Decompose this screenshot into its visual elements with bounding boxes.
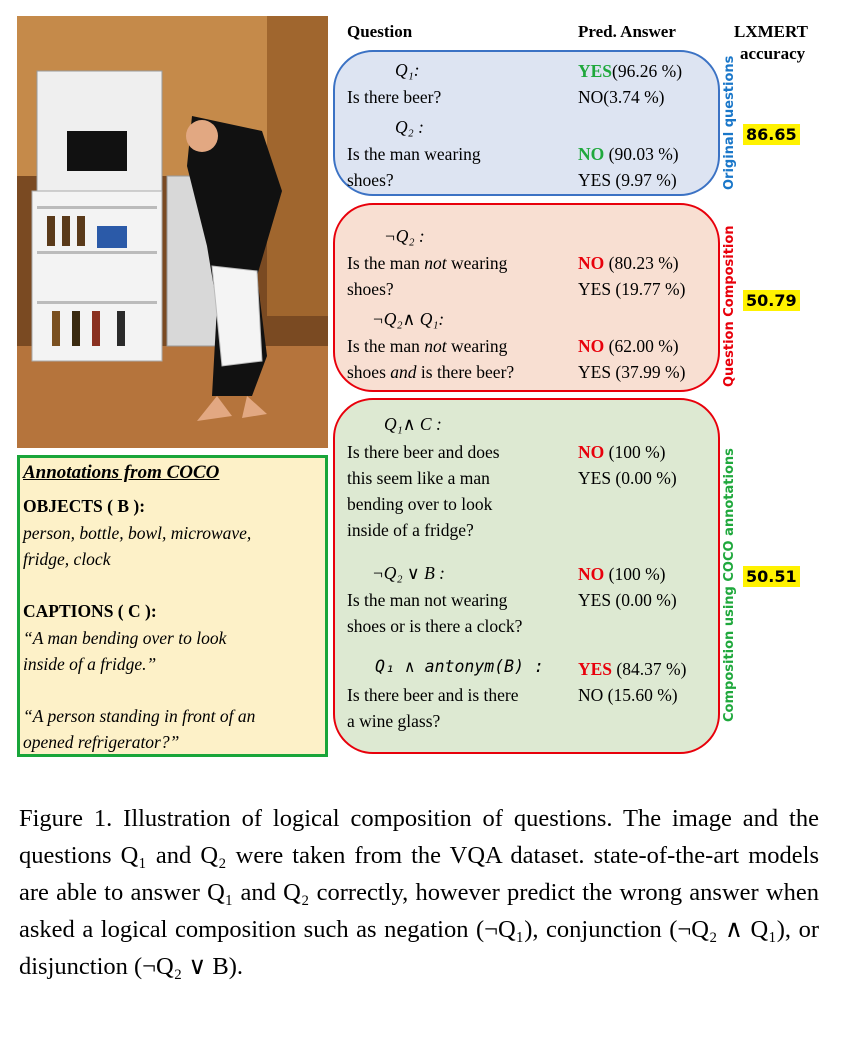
pred-answer-column-header: Pred. Answer	[578, 22, 676, 41]
neg-q2-or-b-answer-1-pct: (100 %)	[604, 564, 666, 584]
neg-q2-symbol: ¬Q₂ :	[384, 226, 425, 246]
neg-q2-and-q1-answer-1: NO (62.00 %)	[578, 333, 679, 359]
q1-and-c-line2: this seem like a man	[347, 468, 490, 488]
q1-and-c-symbol: Q₁∧ C :	[384, 414, 442, 434]
q1-and-c-answer-2: YES (0.00 %)	[578, 468, 677, 488]
neg-q2-and-q1-symbol: ¬Q₂∧ Q₁:	[372, 309, 445, 329]
lxmert-header: LXMERT	[734, 22, 809, 41]
q1-answer-1-word: YES	[578, 61, 613, 81]
captions-label: CAPTIONS ( C ):	[23, 601, 157, 621]
q1-answer-2: NO(3.74 %)	[578, 87, 665, 107]
q1-and-antonym-answer-1: YES (84.37 %)	[578, 656, 686, 682]
neg-q2-text-a: Is the man	[347, 253, 425, 273]
coco-accuracy: 50.51	[743, 566, 800, 587]
neg-q2-and-q1-line2: shoes and is there beer?	[347, 359, 514, 385]
q1-and-c-answer-1-pct: (100 %)	[604, 442, 666, 462]
q2-answer-2: YES (9.97 %)	[578, 170, 677, 190]
coco-annotations-box: Annotations from COCO OBJECTS ( B ): per…	[17, 455, 328, 757]
original-questions-panel	[333, 50, 720, 196]
q1-and-c-answer-1-word: NO	[578, 442, 605, 462]
q1-symbol: Q₁:	[395, 60, 420, 80]
q2-answer-1: NO (90.03 %)	[578, 141, 679, 167]
q1-and-c-line4: inside of a fridge?	[347, 520, 474, 540]
objects-line2: fridge, clock	[23, 549, 111, 569]
q1-and-antonym-symbol: Q₁ ∧ antonym(B) :	[375, 657, 544, 676]
q1-and-c-line1: Is there beer and does	[347, 442, 500, 462]
q2-symbol: Q₂ :	[395, 117, 424, 137]
neg-q2-answer-1: NO (80.23 %)	[578, 250, 679, 276]
q2-question-line2: shoes?	[347, 170, 394, 190]
neg-q2-or-b-answer-2: YES (0.00 %)	[578, 590, 677, 610]
neg-q2-question-line2: shoes?	[347, 279, 394, 299]
neg-q2-and-q1-text-2c: is there beer?	[416, 362, 515, 382]
neg-q2-and-q1-answer-2: YES (37.99 %)	[578, 362, 686, 382]
coco-composition-label: Composition using COCO annotations	[722, 448, 737, 722]
q1-and-antonym-answer-2: NO (15.60 %)	[578, 685, 678, 705]
fridge-photo-illustration	[17, 16, 328, 448]
original-accuracy: 86.65	[743, 124, 800, 145]
neg-q2-and-q1-text-c: wearing	[446, 336, 508, 356]
original-questions-label: Original questions	[722, 55, 737, 190]
q1-and-antonym-answer-1-word: YES	[578, 659, 613, 679]
neg-q2-and-q1-text-2a: shoes	[347, 362, 391, 382]
q1-answer-1: YES(96.26 %)	[578, 58, 682, 84]
q1-and-antonym-answer-1-pct: (84.37 %)	[612, 659, 687, 679]
neg-q2-and-q1-text-a: Is the man	[347, 336, 425, 356]
question-composition-label: Question Composition	[722, 225, 737, 387]
neg-q2-and-q1-text-and: and	[390, 362, 417, 382]
neg-q2-question-line1: Is the man not wearing	[347, 250, 507, 276]
annotations-title: Annotations from COCO	[23, 462, 220, 483]
q1-question: Is there beer?	[347, 87, 442, 107]
question-composition-panel	[333, 203, 720, 392]
neg-q2-and-q1-answer-1-word: NO	[578, 336, 605, 356]
neg-q2-answer-2: YES (19.77 %)	[578, 279, 686, 299]
neg-q2-answer-1-word: NO	[578, 253, 605, 273]
neg-q2-answer-1-pct: (80.23 %)	[604, 253, 679, 273]
neg-q2-and-q1-text-not: not	[424, 336, 447, 356]
caption2-line1: “A person standing in front of an	[23, 706, 256, 726]
neg-q2-or-b-line2: shoes or is there a clock?	[347, 616, 523, 636]
neg-q2-and-q1-answer-1-pct: (62.00 %)	[604, 336, 679, 356]
q1-and-c-answer-1: NO (100 %)	[578, 439, 665, 465]
neg-q2-and-q1-line1: Is the man not wearing	[347, 333, 507, 359]
neg-q2-text-not: not	[424, 253, 447, 273]
q1-answer-1-pct: (96.26 %)	[612, 61, 683, 81]
objects-label: OBJECTS ( B ):	[23, 496, 146, 516]
accuracy-header: accuracy	[740, 44, 806, 63]
neg-q2-or-b-symbol: ¬Q₂ ∨ B :	[372, 563, 445, 583]
neg-q2-or-b-answer-1: NO (100 %)	[578, 561, 665, 587]
question-column-header: Question	[347, 22, 413, 41]
caption1-line2: inside of a fridge.”	[23, 654, 157, 674]
q1-and-c-line3: bending over to look	[347, 494, 493, 514]
q2-answer-1-pct: (90.03 %)	[604, 144, 679, 164]
q2-answer-1-word: NO	[578, 144, 605, 164]
composition-accuracy: 50.79	[743, 290, 800, 311]
neg-q2-or-b-line1: Is the man not wearing	[347, 590, 508, 610]
coco-composition-panel	[333, 398, 720, 754]
caption2-line2: opened refrigerator?”	[23, 732, 180, 752]
fridge-photo	[17, 16, 328, 448]
neg-q2-or-b-answer-1-word: NO	[578, 564, 605, 584]
q1-and-antonym-line1: Is there beer and is there	[347, 685, 519, 705]
objects-line1: person, bottle, bowl, microwave,	[23, 523, 252, 543]
neg-q2-text-c: wearing	[446, 253, 508, 273]
figure-caption: Figure 1. Illustration of logical compos…	[19, 805, 819, 980]
caption1-line1: “A man bending over to look	[23, 628, 227, 648]
q2-question-line1: Is the man wearing	[347, 144, 481, 164]
q1-and-antonym-line2: a wine glass?	[347, 711, 441, 731]
